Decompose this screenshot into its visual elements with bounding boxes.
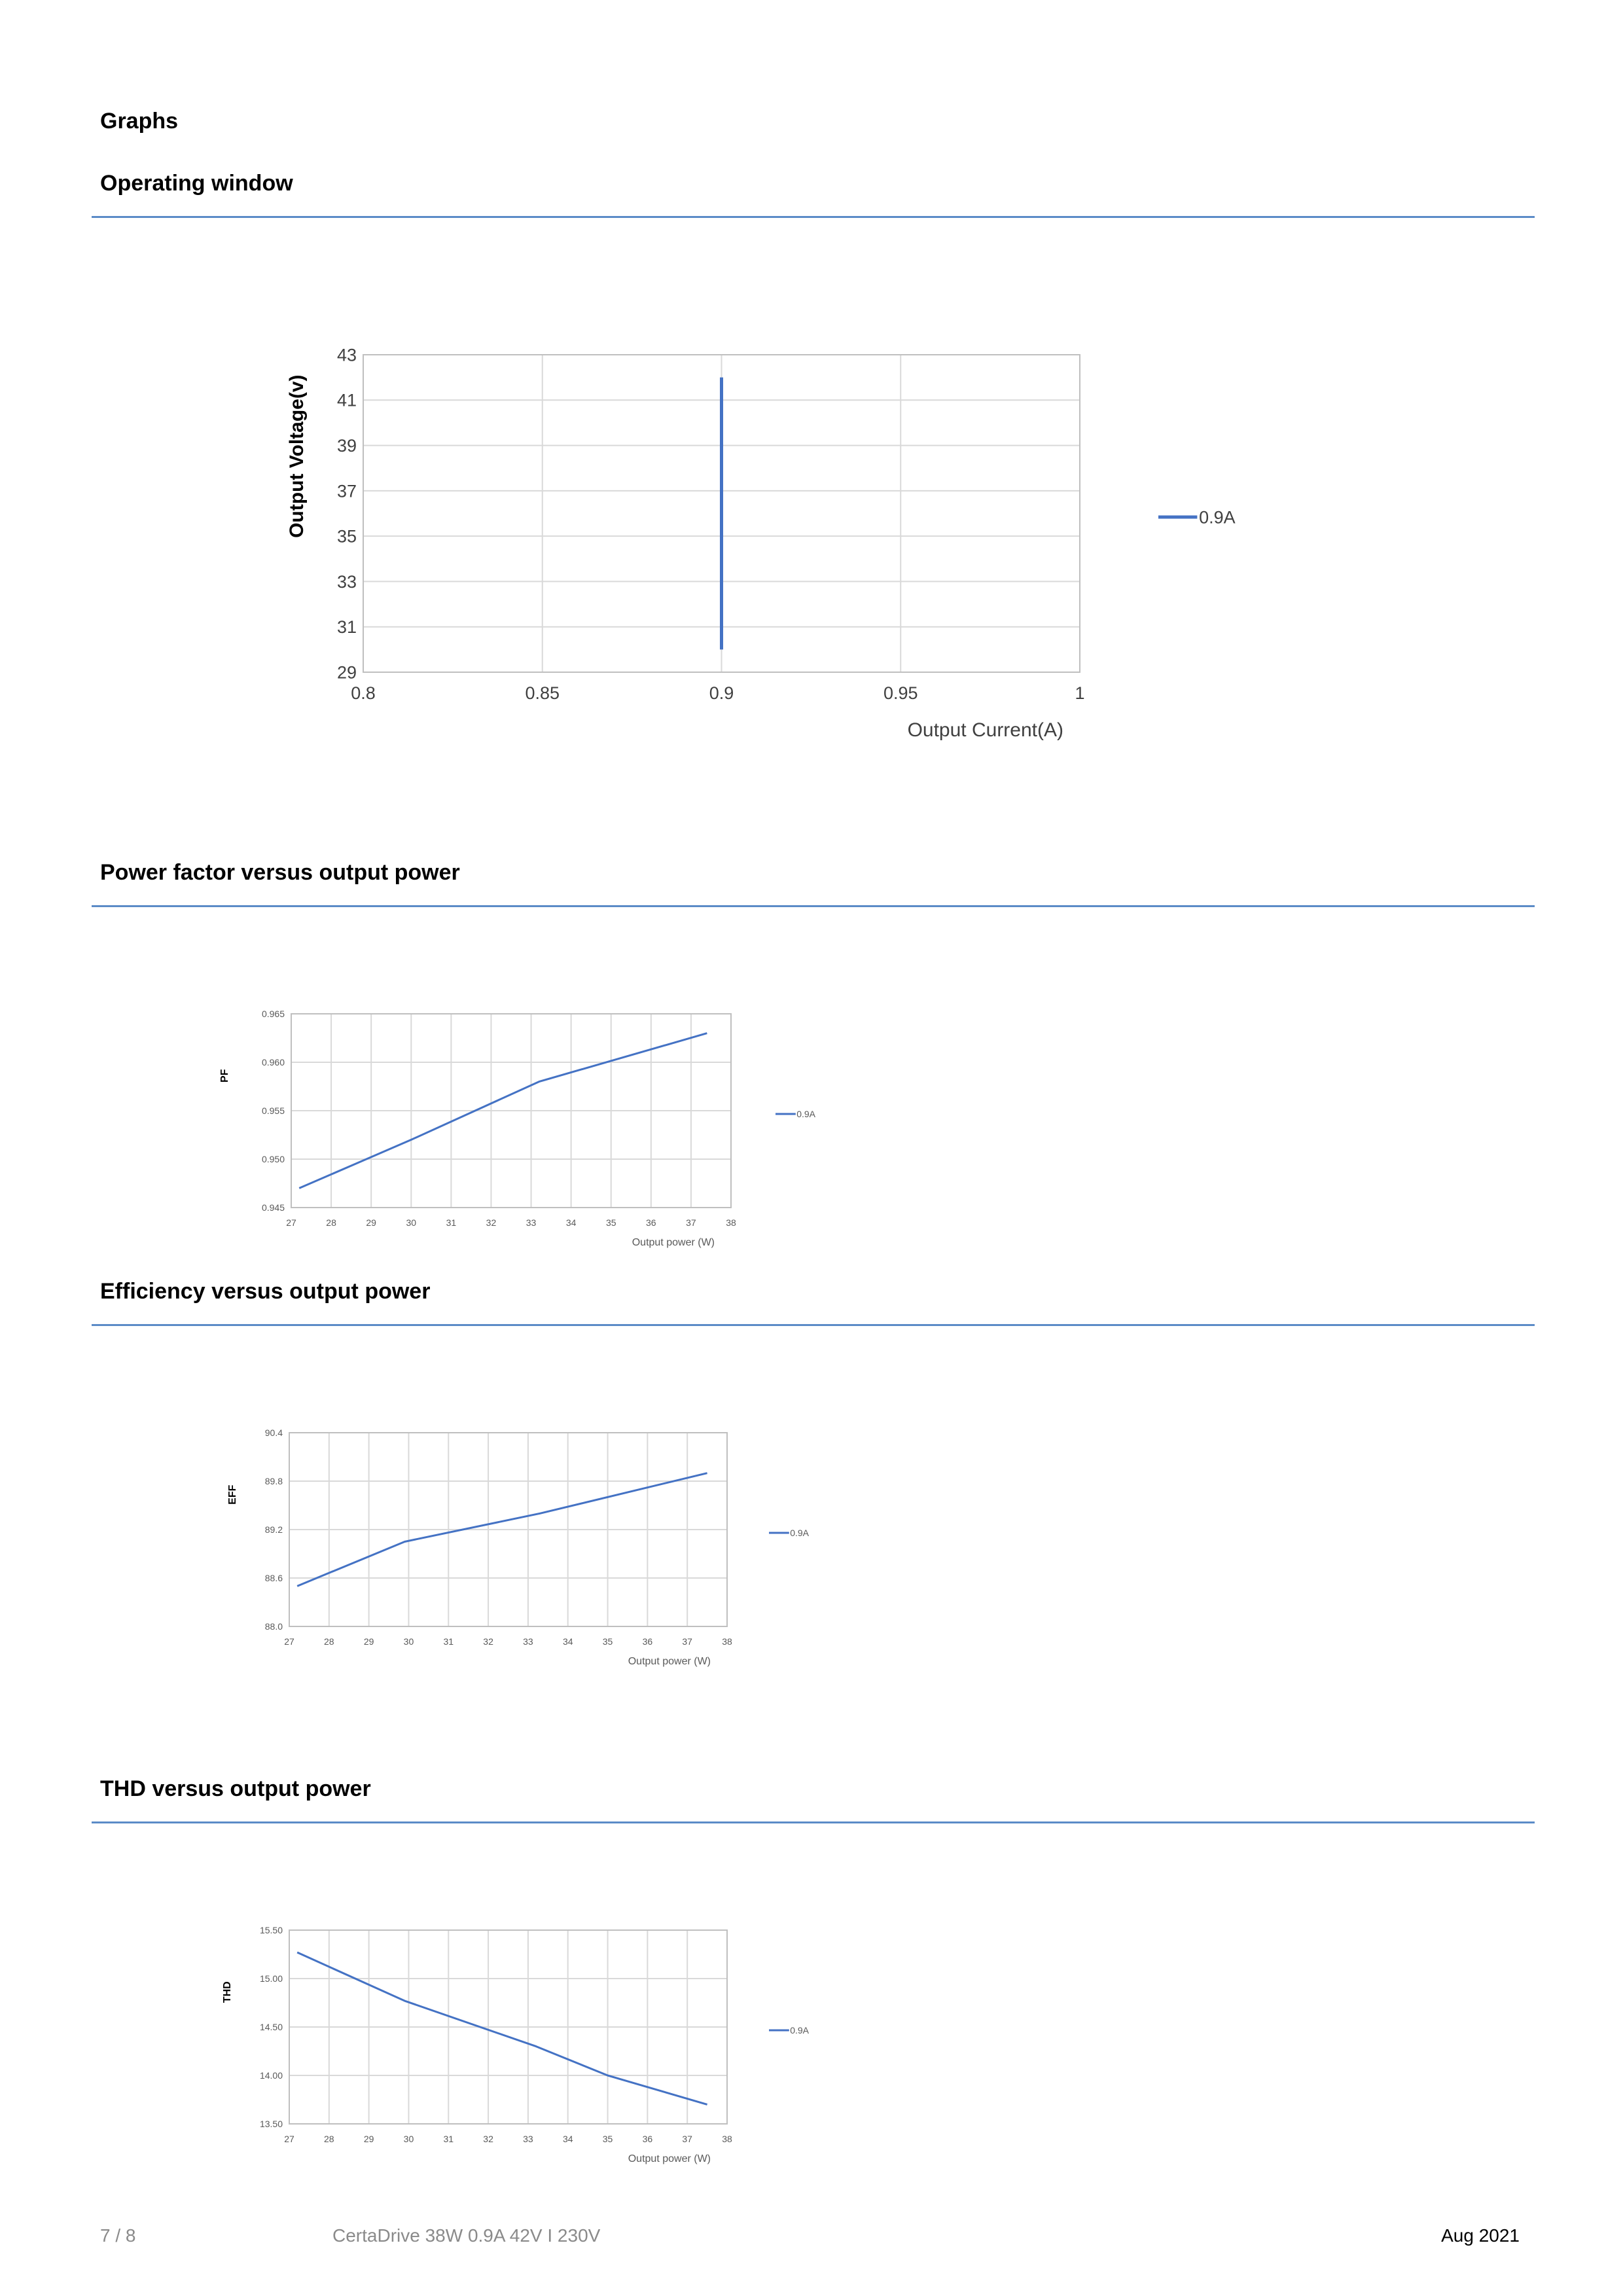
y-tick-label: 14.50 [260,2022,283,2032]
thd-chart: 13.50 14.00 14.50 15.00 15.50 27 28 29 30 31 32 33 3… [222,1925,810,2164]
x-tick-label: 36 [643,2134,653,2144]
efficiency-chart: 88.0 88.6 89.2 89.8 90.4 27 28 29 30 31 32 33 34 35 36… [227,1427,810,1667]
x-tick-label: 34 [563,2134,573,2144]
section-divider [92,1324,1535,1326]
y-tick-label: 13.50 [260,2119,283,2129]
x-tick-label: 30 [404,1636,414,1647]
publication-date: Aug 2021 [1441,2225,1520,2246]
x-tick-label: 31 [443,1636,454,1647]
series-line [296,1472,707,1587]
y-tick-label: 0.965 [262,1009,285,1019]
operating-window-chart: 29 31 33 35 37 39 41 43 0.8 0.85 0.9 0.95 1 Output Vo… [286,345,1236,741]
x-tick-label: 28 [324,1636,334,1647]
y-tick-label: 15.00 [260,1973,283,1984]
y-tick-label: 35 [337,527,357,547]
y-tick-label: 31 [337,617,357,637]
x-tick-label: 33 [523,1636,533,1647]
x-tick-label: 31 [446,1217,457,1228]
legend-label: 0.9A [790,2025,809,2036]
x-tick-label: 38 [722,2134,732,2144]
y-tick-label: 89.8 [265,1476,283,1486]
x-tick-label: 35 [603,1636,613,1647]
y-tick-label: 29 [337,662,357,682]
x-tick-label: 36 [646,1217,656,1228]
section-divider [92,905,1535,907]
plot-area [289,1929,728,2125]
x-tick-label: 37 [682,1636,692,1647]
y-tick-label: 0.945 [262,1202,285,1213]
y-axis-title: PF [219,1069,230,1083]
y-tick-label: 14.00 [260,2070,283,2081]
x-tick-label: 38 [726,1217,736,1228]
y-tick-label: 88.0 [265,1621,283,1632]
series-line [298,1032,707,1189]
y-tick-label: 88.6 [265,1573,283,1583]
x-tick-label: 34 [563,1636,573,1647]
x-tick-label: 28 [326,1217,336,1228]
product-name: CertaDrive 38W 0.9A 42V I 230V [332,2225,601,2246]
y-axis-title: EFF [227,1484,238,1504]
legend-label: 0.9A [796,1109,815,1119]
x-tick-label: 37 [682,2134,692,2144]
power-factor-chart: 0.945 0.950 0.955 0.960 0.965 27 28 29 30 31 32 33 3… [219,1009,816,1248]
y-tick-label: 15.50 [260,1925,283,1935]
x-tick-label: 29 [366,1217,376,1228]
x-tick-label: 27 [284,2134,294,2144]
y-tick-label: 90.4 [265,1427,283,1438]
x-tick-label: 30 [406,1217,416,1228]
y-tick-label: 89.2 [265,1524,283,1535]
x-tick-label: 36 [643,1636,653,1647]
y-tick-label: 39 [337,436,357,456]
x-tick-label: 28 [324,2134,334,2144]
x-tick-label: 29 [364,2134,374,2144]
y-tick-label: 0.950 [262,1154,285,1164]
section-title-thd: THD versus output power [100,1776,371,1801]
x-tick-label: 0.8 [351,683,376,703]
y-tick-label: 0.955 [262,1105,285,1116]
x-tick-label: 29 [364,1636,374,1647]
x-axis-title: Output power (W) [632,1237,715,1248]
y-tick-label: 43 [337,345,357,365]
section-title-graphs: Graphs [100,109,179,134]
legend-label: 0.9A [790,1528,809,1538]
x-axis-title: Output power (W) [628,1656,711,1667]
x-tick-label: 32 [483,2134,493,2144]
y-tick-label: 37 [337,481,357,501]
x-tick-label: 31 [443,2134,454,2144]
x-tick-label: 33 [526,1217,537,1228]
y-tick-label: 0.960 [262,1057,285,1067]
x-tick-label: 30 [404,2134,414,2144]
x-tick-label: 27 [286,1217,296,1228]
x-tick-label: 37 [686,1217,696,1228]
x-tick-label: 34 [566,1217,577,1228]
plot-area [363,354,1080,673]
x-tick-label: 38 [722,1636,732,1647]
y-axis-title: THD [222,1981,233,2003]
x-tick-label: 32 [486,1217,497,1228]
x-axis-title: Output Current(A) [908,719,1063,741]
x-tick-label: 33 [523,2134,533,2144]
page-number: 7 / 8 [100,2225,136,2246]
x-tick-label: 35 [606,1217,616,1228]
section-divider [92,1821,1535,1823]
y-axis-title: Output Voltage(v) [286,374,308,537]
section-title-operating-window: Operating window [100,171,293,196]
section-divider [92,216,1535,218]
x-tick-label: 35 [603,2134,613,2144]
x-tick-label: 0.95 [883,683,918,703]
series-line [296,1951,708,2106]
x-tick-label: 0.85 [525,683,560,703]
section-title-efficiency: Efficiency versus output power [100,1279,431,1304]
y-tick-label: 33 [337,572,357,592]
section-title-power-factor: Power factor versus output power [100,860,460,885]
x-tick-label: 32 [483,1636,493,1647]
plot-area [291,1013,732,1208]
legend-label: 0.9A [1199,507,1236,527]
x-axis-title: Output power (W) [628,2153,711,2164]
plot-area [289,1432,728,1627]
x-tick-label: 27 [284,1636,294,1647]
x-tick-label: 0.9 [709,683,734,703]
x-tick-label: 1 [1075,683,1084,703]
y-tick-label: 41 [337,391,357,410]
